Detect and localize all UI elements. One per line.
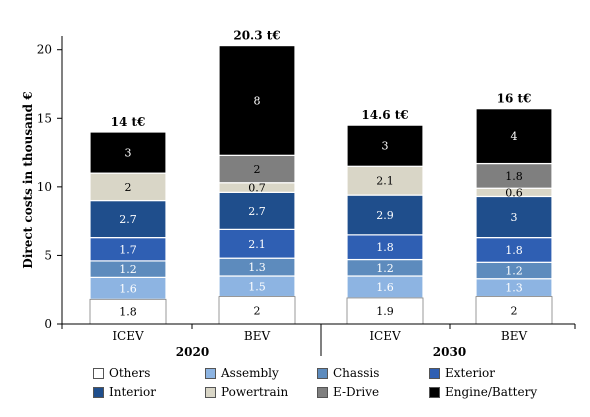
bar-segment <box>475 237 553 263</box>
bar-stack: 2 1.5 1.3 2.1 2.7 0.7 2 8 20.3 t€ <box>218 29 296 325</box>
data-label: 1.6 <box>119 282 137 295</box>
group-label: 2020 <box>176 345 209 359</box>
legend-swatch <box>93 386 104 398</box>
data-label: 1.3 <box>248 261 266 274</box>
bar-segment <box>475 295 553 325</box>
total-label: 16 t€ <box>497 92 532 106</box>
legend-swatch <box>205 386 216 398</box>
data-label: 0.6 <box>505 186 523 199</box>
data-label: 1.8 <box>505 170 523 183</box>
x-tick-label: ICEV <box>369 329 401 343</box>
data-label: 1.2 <box>505 265 523 278</box>
legend-item: E-Drive <box>317 385 429 399</box>
bar-segment <box>346 194 424 236</box>
y-tick-label: 15 <box>37 111 52 125</box>
data-label: 1.8 <box>505 244 523 257</box>
y-tick-label: 0 <box>44 317 52 331</box>
y-axis: 0 5 10 15 20 Direct costs in thousand € <box>21 36 63 331</box>
group-label: 2030 <box>433 345 466 359</box>
legend-swatch <box>317 367 328 379</box>
total-label: 14 t€ <box>111 115 146 129</box>
legend-item: Assembly <box>205 366 317 380</box>
x-tick-label: BEV <box>501 329 528 343</box>
data-label: 2.1 <box>376 175 394 188</box>
data-label: 0.7 <box>248 182 266 195</box>
data-label: 1.9 <box>376 305 394 318</box>
data-label: 2.7 <box>248 205 266 218</box>
legend-label: Engine/Battery <box>445 385 538 399</box>
legend-item: Powertrain <box>205 385 317 399</box>
bar-segment <box>89 172 167 202</box>
data-label: 3 <box>382 140 389 153</box>
legend-item: Chassis <box>317 366 429 380</box>
total-label: 14.6 t€ <box>361 108 408 122</box>
data-label: 3 <box>125 147 132 160</box>
data-label: 2 <box>254 163 261 176</box>
x-axis: ICEV BEV ICEV BEV 2020 2030 <box>61 323 576 359</box>
legend-item: Engine/Battery <box>429 385 563 399</box>
data-label: 3 <box>511 211 518 224</box>
data-label: 4 <box>511 130 518 143</box>
y-axis-title: Direct costs in thousand € <box>21 91 35 268</box>
legend-label: Interior <box>109 385 156 399</box>
x-tick-label: BEV <box>244 329 271 343</box>
data-label: 2.1 <box>248 238 266 251</box>
legend-swatch <box>317 386 328 398</box>
legend-swatch <box>429 367 440 379</box>
legend-item: Others <box>93 366 205 380</box>
total-label: 20.3 t€ <box>233 29 280 43</box>
bar-segment <box>218 44 296 156</box>
legend-swatch <box>429 386 440 398</box>
y-tick-label: 20 <box>37 43 52 57</box>
data-label: 1.8 <box>376 241 394 254</box>
bar-segment <box>475 162 553 189</box>
legend-label: Others <box>109 366 151 380</box>
data-label: 2 <box>125 181 132 194</box>
data-label: 2 <box>511 304 518 317</box>
bar-segment <box>346 234 424 261</box>
legend-swatch <box>205 367 216 379</box>
data-label: 1.2 <box>119 263 137 276</box>
bar-segment <box>218 154 296 184</box>
bar-segment <box>346 124 424 167</box>
legend-label: Exterior <box>445 366 495 380</box>
data-label: 1.7 <box>119 243 137 256</box>
bar-stack: 1.9 1.6 1.2 1.8 2.9 2.1 3 14.6 t€ <box>346 108 424 325</box>
bar-segment <box>346 165 424 196</box>
data-label: 1.2 <box>376 262 394 275</box>
legend-swatch <box>93 367 104 379</box>
data-label: 2 <box>254 304 261 317</box>
legend: Others Assembly Chassis Exterior Interior Pow… <box>93 366 563 399</box>
legend-item: Interior <box>93 385 205 399</box>
legend-label: Chassis <box>333 366 380 380</box>
bars: 1.8 1.6 1.2 1.7 2.7 2 3 14 t€ 2 1.5 1.3 2.1 2.7 0.7 2 8… <box>89 29 553 325</box>
data-label: 1.8 <box>119 306 137 319</box>
bar-stack: 1.8 1.6 1.2 1.7 2.7 2 3 14 t€ <box>89 115 167 325</box>
bar-segment <box>475 108 553 165</box>
data-label: 1.6 <box>376 281 394 294</box>
x-tick-label: ICEV <box>112 329 144 343</box>
data-label: 1.3 <box>505 282 523 295</box>
legend-label: Powertrain <box>221 385 289 399</box>
y-tick-label: 10 <box>37 180 52 194</box>
data-label: 2.7 <box>119 213 137 226</box>
legend-item: Exterior <box>429 366 563 380</box>
data-label: 2.9 <box>376 209 394 222</box>
legend-label: Assembly <box>221 366 279 380</box>
legend-label: E-Drive <box>333 385 380 399</box>
bar-segment <box>89 131 167 174</box>
data-label: 8 <box>254 94 261 107</box>
bar-stack: 2 1.3 1.2 1.8 3 0.6 1.8 4 16 t€ <box>475 92 553 325</box>
bar-segment <box>218 228 296 259</box>
y-tick-label: 5 <box>44 248 52 262</box>
data-label: 1.5 <box>248 280 266 293</box>
